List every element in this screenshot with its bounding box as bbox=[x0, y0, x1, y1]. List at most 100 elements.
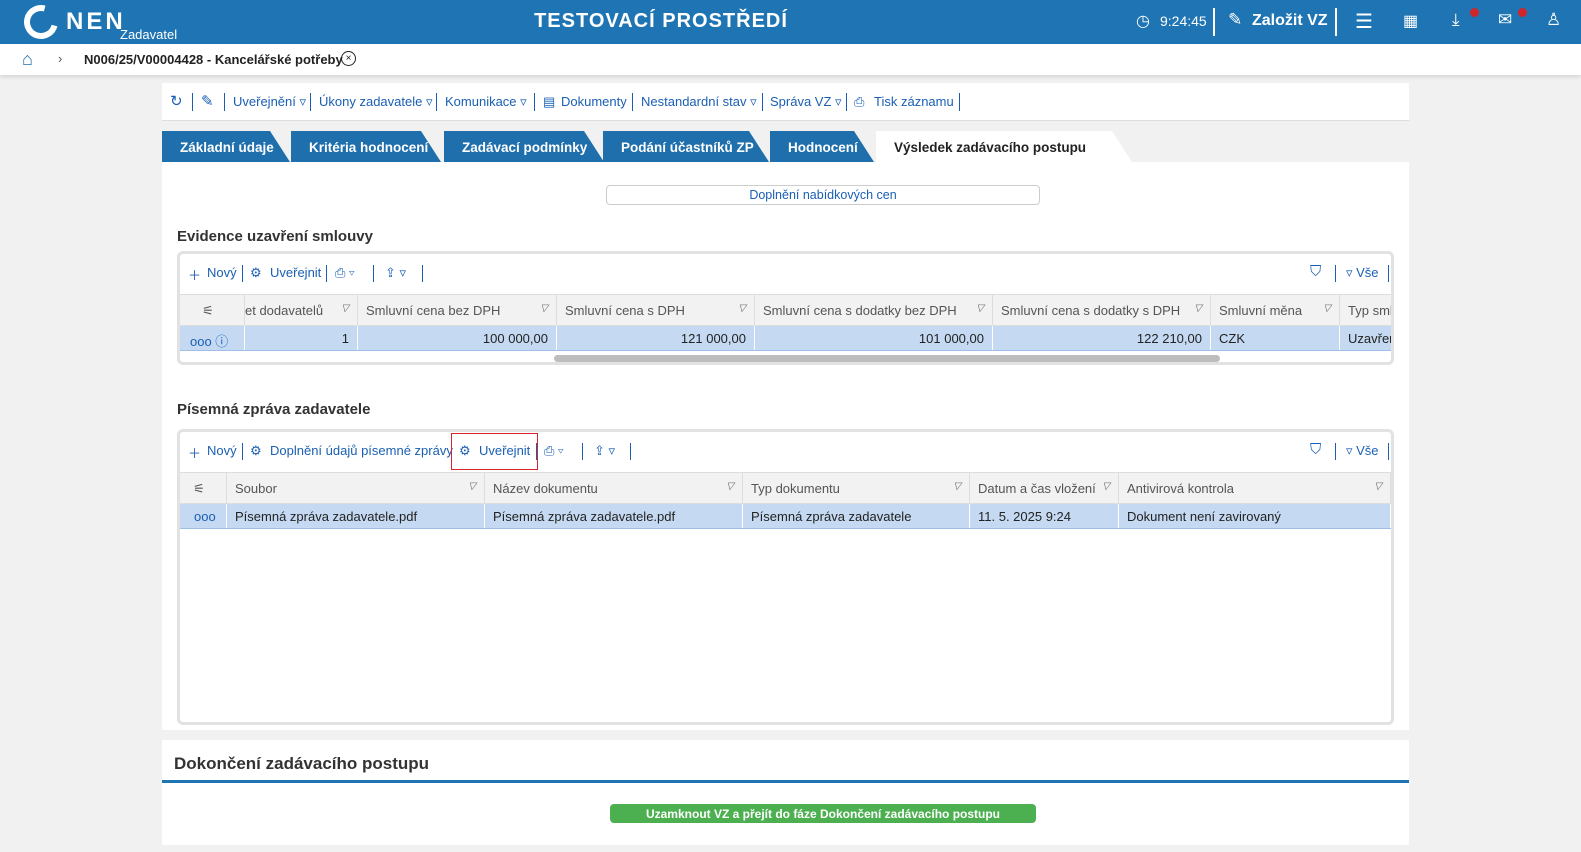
lock-and-complete-button[interactable]: Uzamknout VZ a přejít do fáze Dokončení … bbox=[610, 804, 1036, 823]
role-label: Zadavatel bbox=[120, 27, 178, 42]
notification-dot bbox=[1470, 8, 1479, 17]
print-dropdown[interactable]: ⎙ ▿ bbox=[544, 443, 564, 458]
cell: 100 000,00 bbox=[358, 326, 557, 350]
menu-ukony-zadavatele[interactable]: Úkony zadavatele ▿ bbox=[319, 94, 433, 109]
tab-hodnoceni[interactable]: Hodnocení bbox=[770, 131, 874, 162]
plus-icon: ＋ bbox=[188, 268, 202, 283]
tab-vysledek-zadavaciho-postupu[interactable]: Výsledek zadávacího postupu bbox=[876, 131, 1132, 162]
tab-zadavaci-podminky[interactable]: Zadávací podmínky bbox=[444, 131, 604, 162]
create-vz-button[interactable]: Založit VZ bbox=[1252, 12, 1328, 29]
divider bbox=[1335, 8, 1337, 36]
mail-icon[interactable]: ✉ bbox=[1498, 10, 1513, 29]
column-header[interactable]: Typ sml bbox=[1340, 295, 1391, 325]
report-grid: ＋ Nový ⚙ Doplnění údajů písemné zprávy ⚙… bbox=[177, 429, 1394, 725]
column-settings-icon[interactable]: ⚟ bbox=[180, 295, 245, 325]
column-header[interactable]: Datum a čas vložení ▽ bbox=[970, 473, 1119, 503]
view-all-dropdown[interactable]: ▿ Vše bbox=[1346, 443, 1379, 458]
export-dropdown[interactable]: ⇪ ▿ bbox=[385, 265, 407, 280]
menu-icon[interactable]: ☰ bbox=[1355, 11, 1373, 33]
column-header[interactable]: Smluvní měna ▽ bbox=[1211, 295, 1340, 325]
row-actions-icon[interactable]: ooo ⓘ bbox=[180, 326, 245, 350]
column-header[interactable]: Typ dokumentu ▽ bbox=[743, 473, 970, 503]
chevron-right-icon: › bbox=[58, 51, 63, 66]
session-clock: 9:24:45 bbox=[1160, 13, 1207, 29]
top-bar: NEN Zadavatel TESTOVACÍ PROSTŘEDÍ ◷ 9:24… bbox=[0, 0, 1581, 46]
table-row[interactable]: ooo ⓘ 1 100 000,00 121 000,00 101 000,00… bbox=[180, 326, 1391, 351]
horizontal-scrollbar[interactable] bbox=[554, 355, 1220, 362]
column-header[interactable]: et dodavatelů ▽ bbox=[245, 295, 358, 325]
edit-icon: ✎ bbox=[1228, 10, 1243, 29]
supplement-report-button[interactable]: Doplnění údajů písemné zprávy bbox=[270, 443, 453, 458]
user-icon[interactable]: ♙ bbox=[1546, 10, 1562, 29]
divider bbox=[1213, 8, 1215, 36]
menu-tisk-zaznamu[interactable]: Tisk záznamu bbox=[874, 94, 954, 109]
column-settings-icon[interactable]: ⚟ bbox=[180, 473, 227, 503]
home-icon[interactable]: ⌂ bbox=[22, 49, 33, 69]
main-panel: Doplnění nabídkových cen Evidence uzavře… bbox=[162, 162, 1409, 730]
menu-uverejneni[interactable]: Uveřejnění ▿ bbox=[233, 94, 307, 109]
report-grid-toolbar: ＋ Nový ⚙ Doplnění údajů písemné zprávy ⚙… bbox=[180, 432, 1391, 472]
export-dropdown[interactable]: ⇪ ▿ bbox=[594, 443, 616, 458]
row-actions-icon[interactable]: ooo bbox=[180, 504, 227, 528]
cell: Dokument není zavirovaný bbox=[1119, 504, 1391, 528]
brand: NEN bbox=[66, 8, 126, 35]
completion-section: Dokončení zadávacího postupu Uzamknout V… bbox=[162, 740, 1409, 845]
cell: Uzavřen bbox=[1340, 326, 1391, 350]
column-header[interactable]: Soubor ▽ bbox=[227, 473, 485, 503]
calendar-icon[interactable]: ▦ bbox=[1403, 13, 1419, 30]
cell[interactable]: Písemná zpráva zadavatele.pdf bbox=[227, 504, 485, 528]
notification-dot bbox=[1518, 8, 1527, 17]
contracts-grid: ＋ Nový ⚙ Uveřejnit ⎙ ▿ ⇪ ▿ ⛉ ▿ Vše ⚟ et … bbox=[177, 251, 1394, 365]
publish-report-button[interactable]: Uveřejnit bbox=[479, 443, 531, 458]
menu-sprava-vz[interactable]: Správa VZ ▿ bbox=[770, 94, 842, 109]
contracts-header: ⚟ et dodavatelů ▽ Smluvní cena bez DPH ▽ S… bbox=[180, 294, 1391, 326]
clock-icon: ◷ bbox=[1136, 13, 1150, 30]
print-icon: ⎙ bbox=[854, 94, 865, 109]
edit-icon[interactable]: ✎ bbox=[201, 93, 214, 110]
report-header: ⚟ Soubor ▽ Název dokumentu ▽ Typ dokumentu… bbox=[180, 472, 1391, 504]
tab-kriteria-hodnoceni[interactable]: Kritéria hodnocení bbox=[291, 131, 441, 162]
cell: 121 000,00 bbox=[557, 326, 755, 350]
highlight-box bbox=[451, 433, 538, 470]
tab-podani-ucastniku[interactable]: Podání účastníků ZP bbox=[603, 131, 769, 162]
print-dropdown[interactable]: ⎙ ▿ bbox=[335, 265, 355, 280]
close-icon[interactable]: × bbox=[341, 51, 356, 66]
cell: 11. 5. 2025 9:24 bbox=[970, 504, 1119, 528]
cell: Písemná zpráva zadavatele bbox=[743, 504, 970, 528]
completion-title: Dokončení zadávacího postupu bbox=[174, 754, 430, 773]
download-icon[interactable]: ⤓ bbox=[1452, 10, 1460, 29]
filter-icon[interactable]: ⛉ bbox=[1310, 263, 1322, 280]
environment-title: TESTOVACÍ PROSTŘEDÍ bbox=[534, 10, 788, 32]
breadcrumb-title[interactable]: N006/25/V00004428 - Kancelářské potřeby bbox=[84, 52, 343, 67]
column-header[interactable]: Smluvní cena s dodatky bez DPH ▽ bbox=[755, 295, 993, 325]
supplement-icon: ⚙ bbox=[250, 443, 262, 458]
filter-icon[interactable]: ⛉ bbox=[1310, 441, 1322, 458]
view-all-dropdown[interactable]: ▿ Vše bbox=[1346, 265, 1379, 280]
menu-nestandardni-stav[interactable]: Nestandardní stav ▿ bbox=[641, 94, 757, 109]
tab-zakladni-udaje[interactable]: Základní údaje bbox=[162, 131, 290, 162]
contracts-grid-toolbar: ＋ Nový ⚙ Uveřejnit ⎙ ▿ ⇪ ▿ ⛉ ▿ Vše bbox=[180, 254, 1391, 294]
publish-icon: ⚙ bbox=[250, 265, 262, 280]
column-header[interactable]: Smluvní cena s dodatky s DPH ▽ bbox=[993, 295, 1211, 325]
column-header[interactable]: Název dokumentu ▽ bbox=[485, 473, 743, 503]
column-header[interactable]: Smluvní cena s DPH ▽ bbox=[557, 295, 755, 325]
table-row[interactable]: ooo Písemná zpráva zadavatele.pdf Písemn… bbox=[180, 504, 1391, 529]
cell: 122 210,00 bbox=[993, 326, 1211, 350]
cell: 1 bbox=[245, 326, 358, 350]
menu-dokumenty[interactable]: Dokumenty bbox=[561, 94, 627, 109]
menu-komunikace[interactable]: Komunikace ▿ bbox=[445, 94, 527, 109]
plus-icon: ＋ bbox=[188, 446, 202, 461]
column-header[interactable]: Smluvní cena bez DPH ▽ bbox=[358, 295, 557, 325]
contracts-title: Evidence uzavření smlouvy bbox=[177, 228, 373, 245]
cell: Písemná zpráva zadavatele.pdf bbox=[485, 504, 743, 528]
price-supplement-button[interactable]: Doplnění nabídkových cen bbox=[606, 185, 1040, 205]
publish-icon: ⚙ bbox=[459, 443, 471, 458]
cell: 101 000,00 bbox=[755, 326, 993, 350]
new-report-button[interactable]: Nový bbox=[207, 443, 237, 458]
publish-contract-button[interactable]: Uveřejnit bbox=[270, 265, 322, 280]
refresh-icon[interactable]: ↻ bbox=[170, 93, 183, 110]
cell: CZK bbox=[1211, 326, 1340, 350]
documents-icon: ▤ bbox=[543, 94, 556, 109]
column-header[interactable]: Antivirová kontrola ▽ bbox=[1119, 473, 1391, 503]
new-contract-button[interactable]: Nový bbox=[207, 265, 237, 280]
